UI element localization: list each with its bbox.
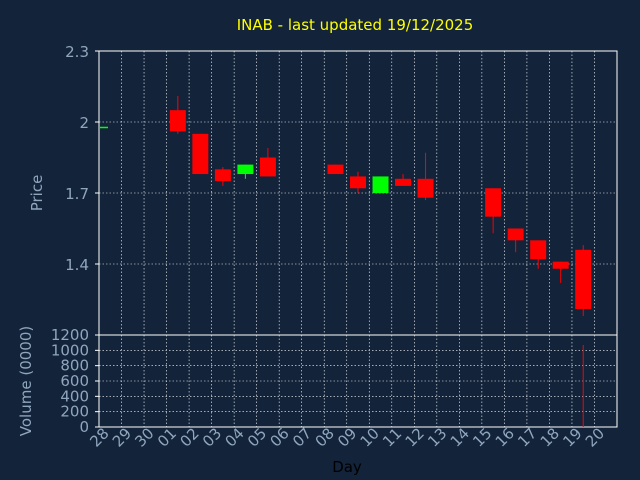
candle-body-18 (552, 261, 569, 269)
price-axis-label: Price (28, 175, 46, 212)
price-y-tick-labels: 1.4 1.7 2 2.3 (65, 43, 99, 274)
x-tick-label: 20 (582, 424, 608, 450)
price-tick-label: 2 (79, 114, 89, 132)
x-axis-label: Day (332, 458, 362, 476)
candle-body-16 (507, 228, 524, 241)
x-tick-labels: 2829300102030405060708091011121314151617… (86, 424, 608, 450)
candles (100, 95, 592, 317)
candle-body-15 (485, 188, 502, 217)
candle-body-12 (417, 178, 434, 198)
candle-body-02 (192, 133, 209, 175)
volume-tick-label: 600 (60, 372, 89, 390)
volume-tick-label: 0 (79, 418, 89, 436)
candle-body-10 (372, 176, 389, 193)
candle-body-05 (259, 157, 276, 177)
price-tick-label: 1.4 (65, 256, 89, 274)
volume-tick-label: 1200 (51, 326, 89, 344)
volume-grid (99, 335, 617, 427)
price-panel: 1.4 1.7 2 2.3 Price (28, 43, 618, 336)
candle-body-03 (214, 169, 231, 182)
price-tick-label: 1.7 (65, 185, 89, 203)
price-tick-label: 2.3 (65, 43, 89, 61)
volume-axis-label: Volume (0000) (17, 326, 35, 436)
candle-body-11 (395, 178, 412, 186)
volume-tick-label: 1000 (51, 341, 89, 359)
volume-tick-label: 400 (60, 387, 89, 405)
candle-body-09 (350, 176, 366, 189)
candle-body-08 (327, 164, 344, 175)
volume-tick-label: 200 (60, 403, 89, 421)
chart-title: INAB - last updated 19/12/2025 (237, 16, 474, 34)
volume-tick-label: 800 (60, 357, 89, 375)
candle-body-28 (100, 126, 108, 129)
candle-body-17 (530, 240, 547, 260)
candle-body-19 (575, 249, 592, 309)
candle-body-01 (169, 110, 186, 132)
candle-body-04 (237, 164, 254, 175)
